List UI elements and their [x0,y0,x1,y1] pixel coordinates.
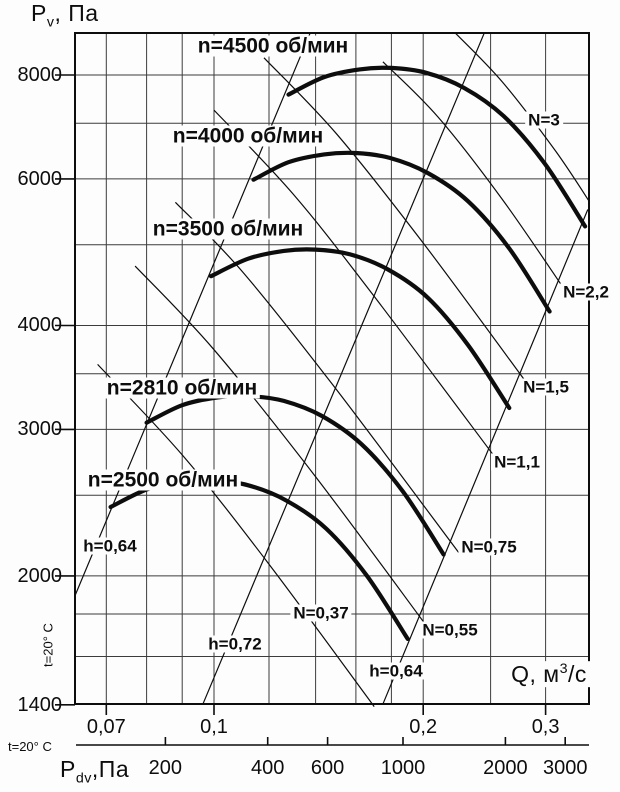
pdv-axis-tick-label-400: 400 [251,757,285,779]
power-curve [134,265,429,628]
power-curve-label-3: N=3 [525,111,563,129]
power-curve-label-1.5: N=1,5 [520,378,572,396]
power-curve [263,57,531,388]
power-curve-label-0.37: N=0,37 [290,604,352,622]
y-axis-tick-label-8000: 8000 [17,64,63,86]
fan-curve-label-4000: n=4000 об/мин [169,125,327,147]
power-curves [97,33,589,707]
power-curve-label-1.1: N=1,1 [491,453,543,471]
temp-note-vertical: t=20° C [40,623,56,667]
efficiency-curve-label-1: h=0,72 [205,635,265,653]
y-axis-tick-label-3000: 3000 [17,418,63,441]
power-curve [382,61,568,294]
power-curve [213,109,499,462]
power-curve-label-2.2: N=2,2 [560,283,612,301]
efficiency-curve [382,209,589,706]
y-axis-tick-label-1400: 1400 [17,693,63,716]
fan-speed-curve [144,393,446,557]
x-axis-tick-label-0,1: 0,1 [200,716,228,738]
y-axis-tick-label-4000: 4000 [17,314,63,337]
power-curve [97,363,375,707]
efficiency-curve [202,33,485,706]
grid-lines [75,33,589,704]
fan-curve-label-2810: n=2810 об/мин [103,377,261,399]
y-axis-tick-label-2000: 2000 [17,564,63,587]
x-axis-tick-label-0,2: 0,2 [409,716,438,738]
x-axis-title: Q, м3/с [506,661,592,687]
y-axis-tick-label-6000: 6000 [17,167,63,190]
power-curve-label-0.55: N=0,55 [419,621,481,639]
efficiency-curve-label-2: h=0,64 [366,662,426,680]
pdv-axis-title: Pdv,Па [60,756,130,787]
plot-border [74,32,590,705]
axis-ticks [55,74,547,715]
fan-speed-curve [286,65,588,229]
efficiency-curve-label-0: h=0,64 [80,537,140,555]
fan-speed-curve [108,478,410,641]
efficiency-curve [75,33,311,598]
temp-note-horizontal: t=20° C [8,739,52,754]
power-curve [454,33,589,203]
x-axis-tick-label-0,3: 0,3 [531,716,560,738]
fan-speed-curve [251,150,552,314]
pdv-axis-tick-label-2000: 2000 [483,757,528,779]
fan-curve-label-4500: n=4500 об/мин [194,35,352,57]
y-axis-title: Pv, Па [31,0,99,31]
pdv-axis-tick-label-200: 200 [148,757,183,779]
pdv-axis-tick-label-600: 600 [310,757,345,779]
pdv-axis [76,737,589,746]
power-curve-label-0.75: N=0,75 [458,538,520,556]
fan-curve-label-3500: n=3500 об/мин [149,218,307,240]
fan-speed-curve [208,247,512,411]
pdv-axis-tick-label-1000: 1000 [380,757,426,779]
pdv-axis-tick-label-3000: 3000 [542,757,588,779]
power-curve [174,201,460,554]
fan-curve-label-2500: n=2500 об/мин [84,469,242,491]
x-axis-tick-label-0,07: 0,07 [86,716,126,738]
